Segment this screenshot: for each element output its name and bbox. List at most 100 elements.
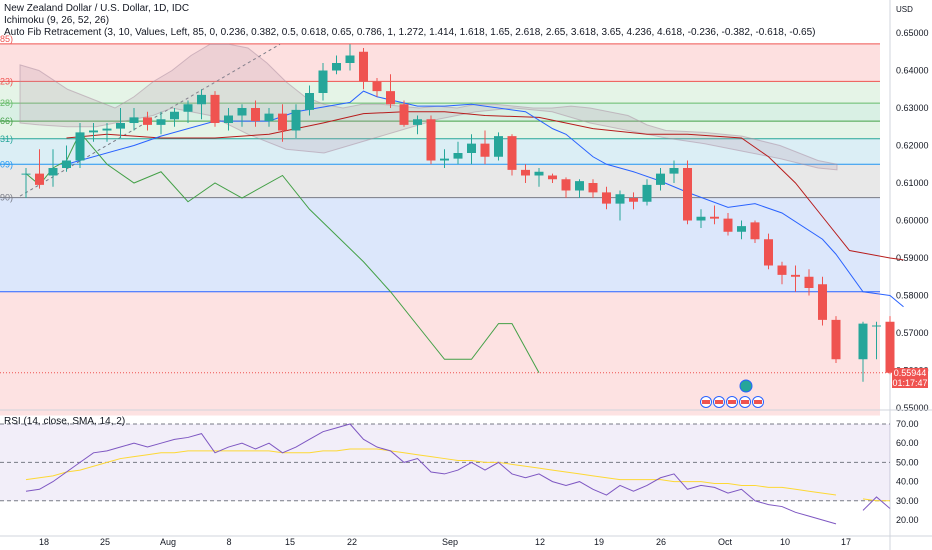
- candle-body: [116, 123, 125, 129]
- date-label: 17: [841, 537, 851, 547]
- candle-body: [35, 173, 44, 185]
- rsi-pane: 70.00 60.00 50.00 40.00 30.00 20.00: [0, 419, 919, 525]
- candle-body: [345, 55, 355, 63]
- date-label: 8: [226, 537, 231, 547]
- candle-body: [170, 111, 179, 120]
- candle-body: [278, 113, 287, 131]
- price-tick-label: 0.58000: [896, 291, 929, 301]
- fib-zone: [0, 197, 880, 292]
- candle-body: [251, 108, 260, 122]
- candle-body: [885, 321, 895, 373]
- candle-body: [764, 239, 773, 266]
- candle-body: [75, 132, 85, 161]
- price-tick-label: 0.57000: [896, 328, 929, 338]
- fib-zone: [0, 81, 880, 104]
- ichimoku-cloud: [19, 43, 838, 171]
- candle-body: [791, 274, 800, 277]
- fib-level-label: 85): [0, 34, 13, 44]
- candle-body: [102, 128, 112, 131]
- candle-body: [683, 168, 692, 221]
- fib-level-label: 90): [0, 193, 13, 203]
- flag-icon: [754, 400, 762, 404]
- candle-body: [386, 91, 395, 105]
- time-axis: 18 25 Aug 8 15 22 Sep 12 19 26 Oct 10 17: [0, 535, 932, 547]
- candle-body: [615, 194, 625, 204]
- chart-markers: [700, 379, 764, 408]
- price-tick-label: 0.65000: [896, 28, 929, 38]
- price-tick-label: 0.59000: [896, 253, 929, 263]
- candle-body: [453, 153, 463, 159]
- candle-body: [872, 325, 881, 327]
- rsi-tick-label: 40.00: [896, 477, 919, 487]
- symbol-title[interactable]: New Zealand Dollar / U.S. Dollar, 1D, ID…: [4, 3, 190, 14]
- candle-body: [359, 51, 368, 82]
- current-price-value: 0.55944: [893, 368, 927, 378]
- fib-level-label: 28): [0, 98, 13, 108]
- rsi-ma-line: [25, 448, 837, 496]
- candle-body: [467, 143, 476, 153]
- rsi-tick-label: 60.00: [896, 438, 919, 448]
- fib-zone: [0, 164, 880, 198]
- date-label: Aug: [160, 537, 176, 547]
- candle-body: [696, 216, 706, 221]
- flag-icon: [715, 400, 723, 404]
- fib-retracement-zones: 85) 23) 28) 66) 31) 09) 90): [0, 34, 880, 416]
- date-label: 15: [285, 537, 295, 547]
- candle-body: [507, 136, 517, 170]
- candle-body: [750, 222, 760, 240]
- candle-body: [656, 173, 665, 185]
- candle-body: [183, 104, 193, 112]
- date-label: Oct: [718, 537, 733, 547]
- candle-body: [723, 218, 733, 232]
- ichimoku-legend[interactable]: Ichimoku (9, 26, 52, 26): [4, 15, 110, 26]
- fib-zone: [0, 43, 880, 82]
- candle-body: [143, 117, 152, 125]
- candle-body: [62, 160, 71, 168]
- candle-body: [210, 94, 220, 123]
- candle-body: [858, 323, 868, 360]
- candle-body: [521, 169, 530, 176]
- candle-body: [426, 119, 436, 161]
- candle-body: [494, 136, 503, 157]
- currency-label: USD: [896, 5, 913, 14]
- rsi-legend[interactable]: RSI (14, close, SMA, 14, 2): [4, 416, 126, 427]
- candle-body: [399, 104, 409, 125]
- candle-body: [48, 168, 58, 176]
- rsi-tick-label: 30.00: [896, 496, 919, 506]
- candle-body: [224, 115, 233, 123]
- candle-body: [642, 184, 652, 202]
- candle-body: [534, 171, 544, 176]
- lagging-span: [25, 131, 540, 373]
- candle-body: [602, 192, 611, 204]
- candle-body: [318, 70, 328, 93]
- candle-body: [548, 175, 557, 180]
- candle-body: [264, 113, 274, 122]
- fib-level-label: 09): [0, 159, 13, 169]
- candle-body: [21, 173, 31, 175]
- candle-body: [237, 108, 247, 116]
- candle-body: [480, 143, 490, 157]
- candle-body: [629, 198, 638, 202]
- candle-body: [305, 93, 314, 110]
- fib-legend[interactable]: Auto Fib Retracement (3, 10, Values, Lef…: [4, 27, 816, 38]
- candle-body: [669, 168, 679, 174]
- candlestick-series[interactable]: [21, 44, 895, 382]
- rsi-tick-label: 70.00: [896, 419, 919, 429]
- date-label: 19: [594, 537, 604, 547]
- candle-body: [413, 119, 422, 125]
- countdown-timer: 01:17:47: [892, 378, 928, 388]
- price-tick-label: 0.55000: [896, 403, 929, 413]
- candle-body: [737, 226, 746, 232]
- candle-body: [804, 276, 814, 288]
- candle-body: [831, 319, 841, 360]
- rsi-tick-label: 20.00: [896, 515, 919, 525]
- candle-body: [818, 284, 827, 320]
- rsi-line: [25, 423, 837, 525]
- candle-body: [440, 158, 449, 161]
- rsi-line: [862, 496, 891, 511]
- fib-level-label: 31): [0, 134, 13, 144]
- date-label: 22: [347, 537, 357, 547]
- candle-body: [575, 181, 584, 191]
- date-label: 10: [780, 537, 790, 547]
